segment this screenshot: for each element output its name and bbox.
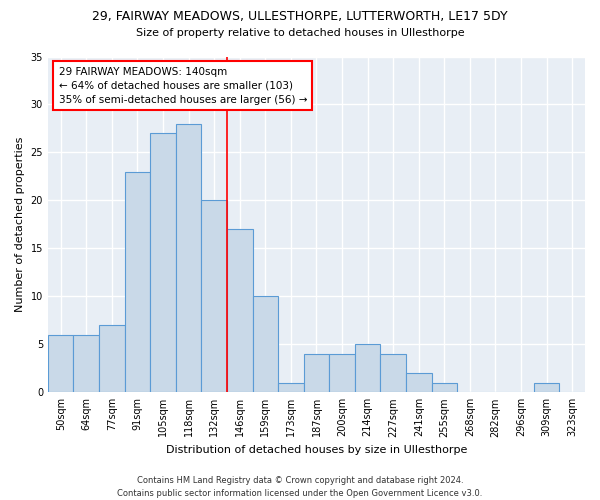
Bar [202,200,227,392]
Text: Contains HM Land Registry data © Crown copyright and database right 2024.
Contai: Contains HM Land Registry data © Crown c… [118,476,482,498]
Bar [355,344,380,393]
Bar [99,325,125,392]
Text: Size of property relative to detached houses in Ullesthorpe: Size of property relative to detached ho… [136,28,464,38]
Y-axis label: Number of detached properties: Number of detached properties [15,136,25,312]
Bar [176,124,202,392]
Text: 29, FAIRWAY MEADOWS, ULLESTHORPE, LUTTERWORTH, LE17 5DY: 29, FAIRWAY MEADOWS, ULLESTHORPE, LUTTER… [92,10,508,23]
Bar [329,354,355,393]
Bar [406,373,431,392]
Bar [150,134,176,392]
Bar [278,382,304,392]
Bar [431,382,457,392]
Bar [380,354,406,393]
Bar [73,334,99,392]
Bar [253,296,278,392]
Bar [48,334,73,392]
Bar [125,172,150,392]
Bar [227,229,253,392]
X-axis label: Distribution of detached houses by size in Ullesthorpe: Distribution of detached houses by size … [166,445,467,455]
Bar [534,382,559,392]
Bar [304,354,329,393]
Text: 29 FAIRWAY MEADOWS: 140sqm
← 64% of detached houses are smaller (103)
35% of sem: 29 FAIRWAY MEADOWS: 140sqm ← 64% of deta… [59,66,307,104]
